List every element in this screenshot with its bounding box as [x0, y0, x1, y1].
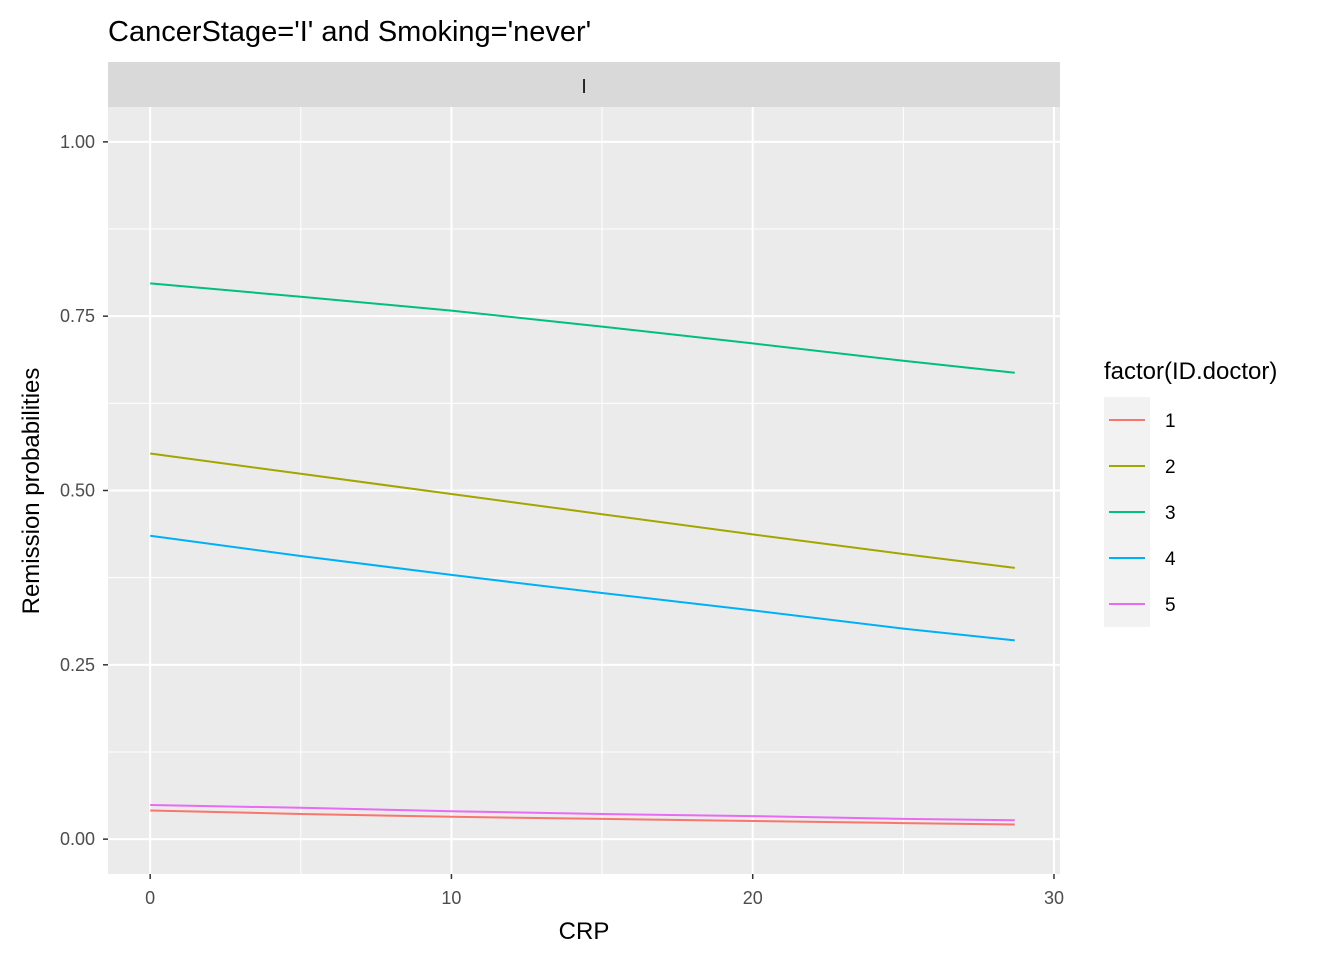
y-tick-label: 0.25 [60, 655, 95, 675]
legend-label-2: 2 [1165, 457, 1176, 478]
x-tick-label: 30 [1044, 888, 1064, 908]
y-tick-label: 1.00 [60, 132, 95, 152]
series-line-1 [150, 809, 1015, 826]
x-tick-label: 20 [743, 888, 763, 908]
legend: factor(ID.doctor) 1 2 3 4 5 [1104, 358, 1277, 627]
facet-strip-label: I [581, 76, 587, 98]
legend-label-3: 3 [1165, 503, 1176, 524]
x-axis-title: CRP [559, 918, 610, 945]
y-tick-label: 0.00 [60, 829, 95, 849]
y-tick-label: 0.75 [60, 306, 95, 326]
series-line-2 [150, 452, 1015, 569]
facet-strip [108, 62, 1060, 107]
legend-label-4: 4 [1165, 549, 1176, 570]
x-tick-label: 10 [441, 888, 461, 908]
y-axis-title: Remission probabilities [18, 368, 45, 615]
series-line-4 [150, 534, 1015, 642]
series-line-3 [150, 282, 1015, 374]
series-lines [150, 282, 1015, 826]
series-line-5 [150, 804, 1015, 822]
gridlines [108, 107, 1060, 874]
legend-label-5: 5 [1165, 595, 1176, 616]
chart-title: CancerStage='I' and Smoking='never' [108, 16, 591, 48]
legend-title: factor(ID.doctor) [1104, 358, 1277, 385]
x-axis-ticks: 0 10 20 30 [145, 874, 1064, 908]
x-tick-label: 0 [145, 888, 155, 908]
y-axis-ticks: 0.00 0.25 0.50 0.75 1.00 [60, 132, 108, 849]
y-tick-label: 0.50 [60, 481, 95, 501]
legend-label-1: 1 [1165, 411, 1176, 432]
